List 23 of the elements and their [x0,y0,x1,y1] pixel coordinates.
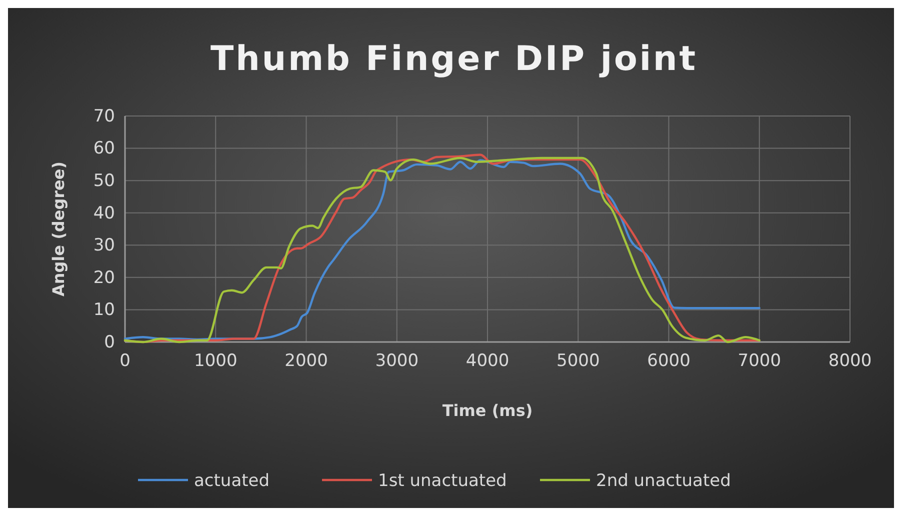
y-tick-label: 50 [93,171,115,192]
x-tick-label: 8000 [828,351,872,372]
y-tick-label: 40 [93,203,115,224]
legend-label: 1st unactuated [378,471,507,491]
y-tick-label: 60 [93,138,115,159]
x-tick-label: 7000 [738,351,782,372]
x-tick-label: 6000 [647,351,690,372]
x-tick-label: 0 [120,351,130,372]
x-tick-label: 1000 [194,351,238,372]
y-tick-label: 30 [93,236,115,256]
x-axis-title: Time (ms) [442,401,533,420]
x-tick-label: 4000 [466,351,510,372]
chart-title: Thumb Finger DIP joint [210,39,698,79]
legend-label: 2nd unactuated [596,471,731,491]
x-tick-label: 2000 [284,351,328,372]
y-axis-title: Angle (degree) [49,161,68,297]
y-tick-label: 20 [93,268,115,288]
y-tick-label: 10 [93,300,115,320]
y-tick-label: 0 [104,332,115,352]
y-tick-label: 70 [93,106,115,126]
x-tick-label: 3000 [375,351,419,372]
legend-label: actuated [194,471,270,491]
x-tick-label: 5000 [556,351,600,372]
